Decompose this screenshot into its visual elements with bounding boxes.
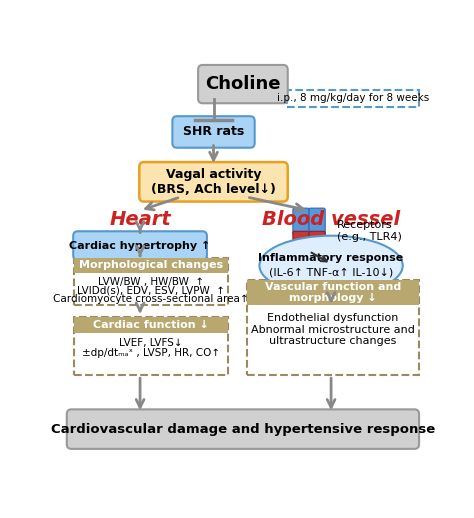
FancyBboxPatch shape [309, 231, 325, 252]
FancyBboxPatch shape [173, 116, 255, 148]
Text: Inflammatory response: Inflammatory response [258, 253, 404, 263]
Text: Abnormal microstructure and: Abnormal microstructure and [251, 325, 415, 335]
Bar [74, 318, 228, 375]
Text: LVIDd(s), EDV, ESV, LVPW  ↑: LVIDd(s), EDV, ESV, LVPW ↑ [77, 285, 225, 295]
Text: Blood vessel: Blood vessel [262, 210, 400, 229]
FancyBboxPatch shape [198, 65, 288, 103]
FancyBboxPatch shape [73, 231, 207, 260]
FancyBboxPatch shape [67, 409, 419, 449]
Bar [74, 257, 228, 306]
FancyBboxPatch shape [293, 208, 309, 235]
Text: Endothelial dysfunction: Endothelial dysfunction [267, 313, 399, 323]
Text: Choline: Choline [205, 75, 281, 93]
Text: Cardiac function ↓: Cardiac function ↓ [93, 320, 209, 330]
Text: Heart: Heart [109, 210, 171, 229]
Text: LVW/BW , HW/BW  ↑: LVW/BW , HW/BW ↑ [98, 277, 204, 286]
Bar [246, 280, 419, 375]
Text: ultrastructure changes: ultrastructure changes [269, 336, 397, 347]
Text: Cardiovascular damage and hypertensive response: Cardiovascular damage and hypertensive r… [51, 423, 435, 436]
Ellipse shape [259, 236, 403, 295]
Bar [74, 318, 228, 333]
FancyBboxPatch shape [309, 208, 325, 235]
Text: Vagal activity
(BRS, ACh level↓): Vagal activity (BRS, ACh level↓) [151, 168, 276, 196]
Text: LVEF, LVFS↓: LVEF, LVFS↓ [119, 338, 183, 348]
Text: Cardiac hypertrophy ↑: Cardiac hypertrophy ↑ [69, 240, 211, 251]
FancyBboxPatch shape [139, 162, 288, 202]
Text: ±dp/dtₘₐˣ , LVSP, HR, CO↑: ±dp/dtₘₐˣ , LVSP, HR, CO↑ [82, 348, 220, 358]
Text: Vascular function and
morphology ↓: Vascular function and morphology ↓ [265, 282, 401, 304]
Text: Morphological changes: Morphological changes [79, 260, 223, 270]
Text: Cardiomyocyte cross-sectional area↑: Cardiomyocyte cross-sectional area↑ [53, 294, 249, 304]
Bar [287, 90, 419, 107]
Text: i.p., 8 mg/kg/day for 8 weeks: i.p., 8 mg/kg/day for 8 weeks [277, 93, 429, 104]
Text: Receptors
(e.g., TLR4): Receptors (e.g., TLR4) [337, 220, 401, 242]
Text: (IL-6↑ TNF-α↑ IL-10↓): (IL-6↑ TNF-α↑ IL-10↓) [269, 268, 393, 278]
Text: SHR rats: SHR rats [183, 125, 244, 138]
Bar [246, 280, 419, 306]
FancyBboxPatch shape [293, 231, 309, 252]
Bar [74, 257, 228, 273]
